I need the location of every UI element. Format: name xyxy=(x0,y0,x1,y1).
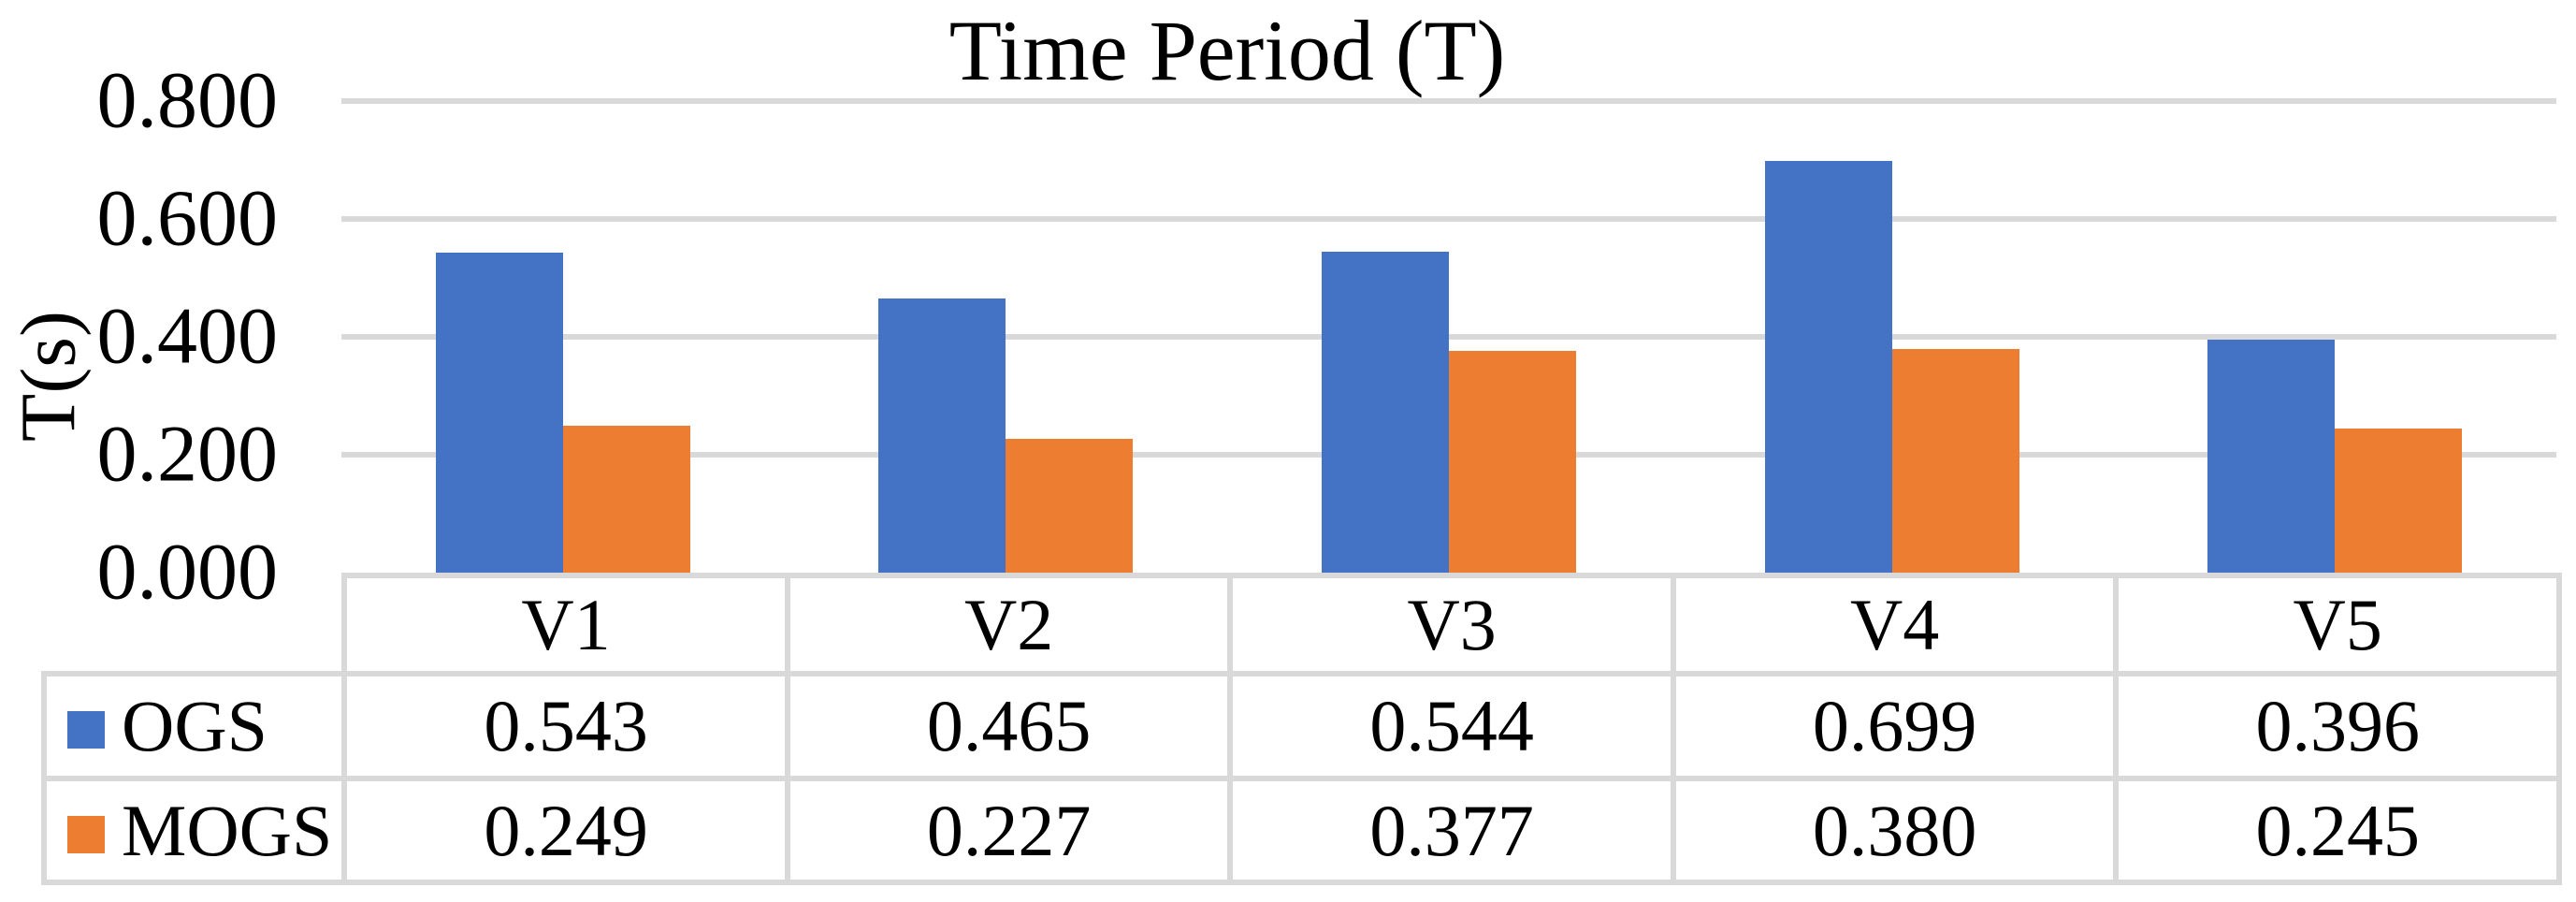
category-slot-v3 xyxy=(1227,101,1671,573)
value-cell: 0.245 xyxy=(2113,776,2562,885)
bar-ogs-v5 xyxy=(2207,339,2336,573)
table-row-mogs: MOGS 0.249 0.227 0.377 0.380 0.245 xyxy=(40,776,2562,885)
y-tick-label: 0.600 xyxy=(96,172,279,263)
bar-mogs-v5 xyxy=(2335,428,2463,573)
category-slot-v4 xyxy=(1671,101,2114,573)
table-header-cell: V5 xyxy=(2113,573,2562,676)
ogs-legend-swatch-icon xyxy=(67,711,105,749)
bar-mogs-v3 xyxy=(1448,350,1576,573)
series-name-label: OGS xyxy=(122,685,268,766)
plot-area xyxy=(341,98,2556,573)
category-slot-v2 xyxy=(785,101,1228,573)
y-tick-label: 0.400 xyxy=(96,290,279,381)
gridline-0600 xyxy=(341,216,2556,222)
table-corner-cell xyxy=(44,575,348,676)
bar-ogs-v4 xyxy=(1764,160,1892,573)
table-header-cell: V3 xyxy=(1227,573,1676,676)
value-cell: 0.543 xyxy=(341,671,790,781)
bar-mogs-v4 xyxy=(1891,348,2019,573)
table-header-row: V1 V2 V3 V4 V5 xyxy=(44,573,2562,676)
bar-mogs-v2 xyxy=(1006,439,1134,573)
chart-title: Time Period (T) xyxy=(948,3,1506,98)
category-slot-v1 xyxy=(341,101,785,573)
y-axis-title: T(s) xyxy=(5,311,93,442)
table-header-cell: V1 xyxy=(341,573,790,676)
mogs-legend-swatch-icon xyxy=(67,815,105,853)
y-tick-label: 0.800 xyxy=(96,54,279,145)
value-cell: 0.396 xyxy=(2113,671,2562,781)
table-row-ogs: OGS 0.543 0.465 0.544 0.699 0.396 xyxy=(40,671,2562,781)
data-table: V1 V2 V3 V4 V5 OGS 0.543 0.465 0.544 0.6… xyxy=(40,573,2562,885)
value-cell: 0.465 xyxy=(784,671,1234,781)
value-cell: 0.227 xyxy=(784,776,1234,885)
legend-cell-ogs: OGS xyxy=(40,671,348,781)
legend-cell-mogs: MOGS xyxy=(40,776,348,885)
bars-group xyxy=(341,101,2556,573)
table-header-cell: V2 xyxy=(784,573,1234,676)
bar-ogs-v1 xyxy=(435,252,563,573)
category-slot-v5 xyxy=(2113,101,2556,573)
value-cell: 0.249 xyxy=(341,776,790,885)
value-cell: 0.699 xyxy=(1670,671,2120,781)
bar-ogs-v2 xyxy=(878,298,1006,573)
gridline-0800 xyxy=(341,98,2556,104)
table-header-cell: V4 xyxy=(1670,573,2120,676)
bar-mogs-v1 xyxy=(562,426,690,573)
value-cell: 0.380 xyxy=(1670,776,2120,885)
y-tick-label: 0.200 xyxy=(96,408,279,499)
gridline-0400 xyxy=(341,334,2556,340)
series-name-label: MOGS xyxy=(122,789,333,871)
value-cell: 0.544 xyxy=(1227,671,1676,781)
value-cell: 0.377 xyxy=(1227,776,1676,885)
bar-ogs-v3 xyxy=(1321,252,1449,573)
